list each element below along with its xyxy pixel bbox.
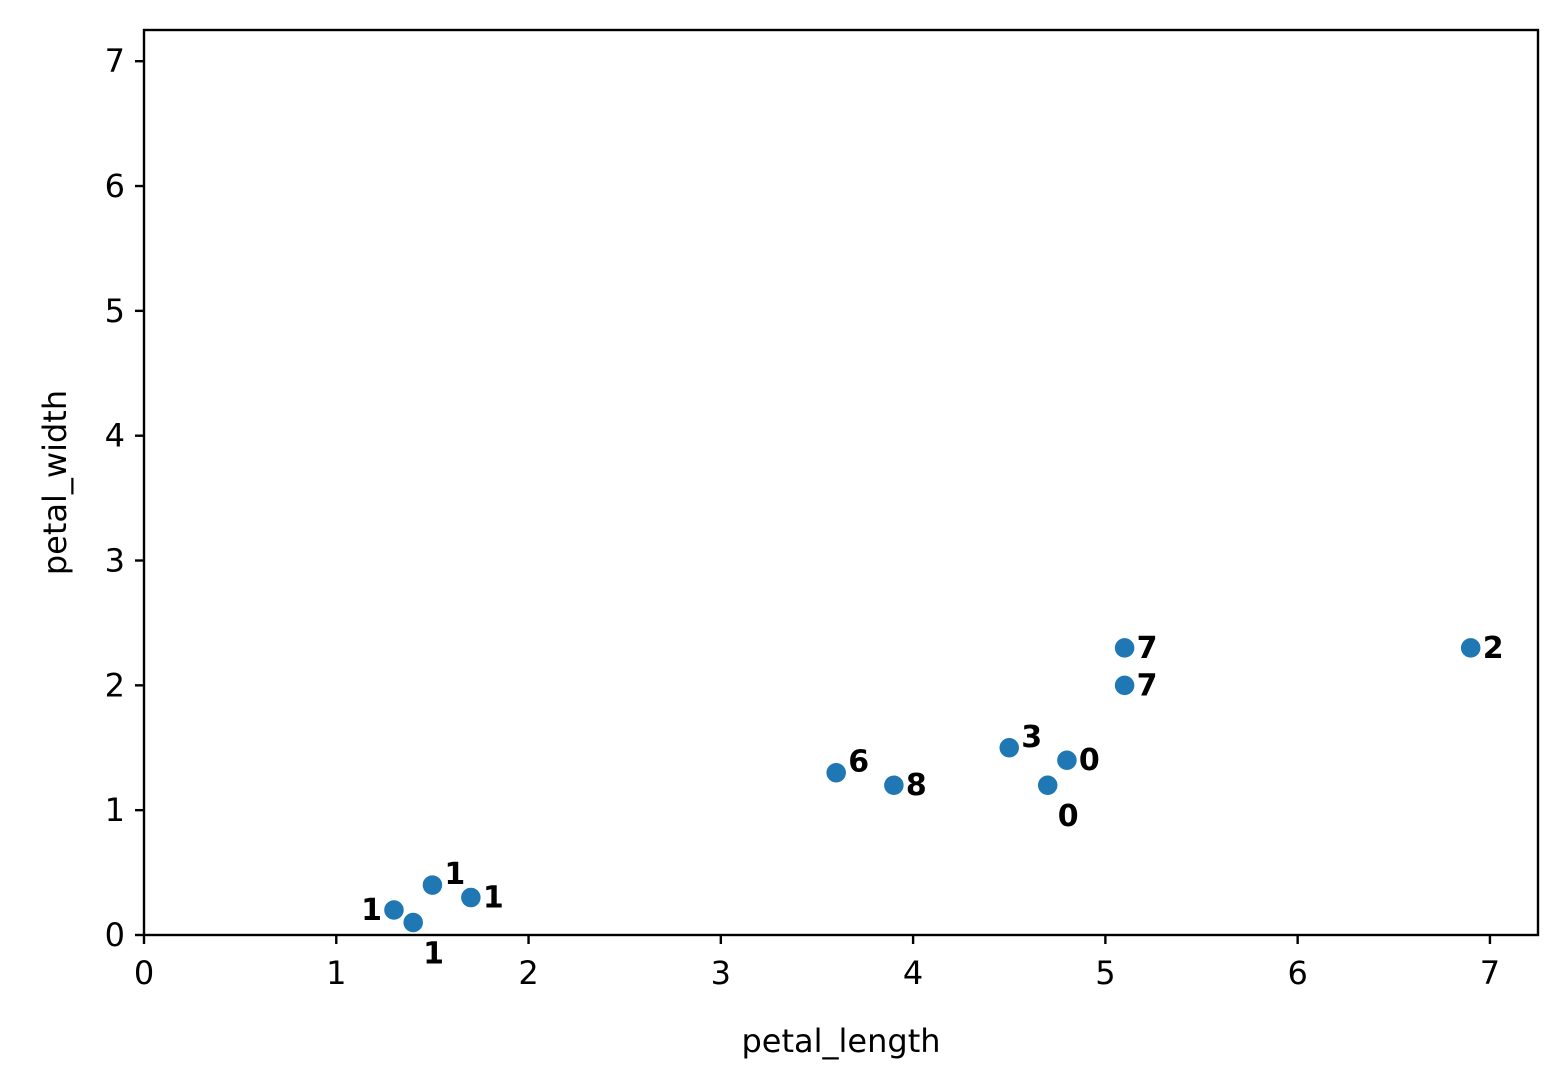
- data-point: [1459, 636, 1482, 660]
- data-point: [382, 898, 406, 922]
- y-axis-ticks: 0 1 2 3 4 5 6 7: [105, 42, 144, 954]
- plot-frame: [142, 28, 1540, 937]
- point-label: 0: [1079, 743, 1100, 778]
- y-tick-label: 1: [105, 791, 125, 829]
- y-tick-label: 2: [105, 666, 125, 704]
- point-label: 7: [1137, 668, 1158, 703]
- data-point: [421, 873, 444, 897]
- y-tick-label: 7: [105, 42, 125, 80]
- data-points: [382, 636, 1482, 934]
- y-tick-label: 5: [105, 292, 125, 330]
- y-tick-label: 4: [105, 417, 125, 455]
- point-label: 3: [1021, 720, 1042, 755]
- point-label: 2: [1483, 631, 1504, 666]
- data-point: [1113, 674, 1136, 697]
- data-point: [882, 773, 906, 797]
- point-label: 1: [423, 937, 444, 972]
- point-label: 6: [848, 745, 869, 780]
- point-label: 1: [483, 881, 504, 916]
- data-point: [824, 761, 848, 784]
- data-point: [1036, 773, 1059, 797]
- point-label: 0: [1058, 799, 1079, 834]
- point-label: 1: [444, 857, 465, 892]
- x-tick-label: 3: [711, 954, 731, 992]
- x-tick-label: 6: [1287, 954, 1307, 992]
- data-point: [401, 911, 425, 934]
- x-tick-label: 4: [903, 954, 923, 992]
- x-tick-label: 7: [1480, 954, 1500, 992]
- y-tick-label: 3: [105, 542, 125, 580]
- x-axis-ticks: 0 1 2 3 4 5 6 7: [134, 935, 1500, 992]
- data-point: [1113, 636, 1136, 660]
- x-tick-label: 0: [134, 954, 154, 992]
- y-tick-label: 0: [105, 916, 125, 954]
- x-axis-title: petal_length: [741, 1022, 940, 1060]
- point-label: 7: [1137, 631, 1158, 666]
- point-label: 1: [361, 893, 382, 928]
- point-label: 8: [906, 768, 927, 803]
- x-tick-label: 1: [326, 954, 346, 992]
- y-axis-title: petal_width: [36, 390, 74, 575]
- x-tick-label: 5: [1095, 954, 1115, 992]
- data-point: [997, 736, 1021, 760]
- y-tick-label: 6: [105, 167, 125, 205]
- data-point: [459, 886, 483, 909]
- data-point: [1055, 748, 1079, 772]
- x-tick-label: 2: [518, 954, 538, 992]
